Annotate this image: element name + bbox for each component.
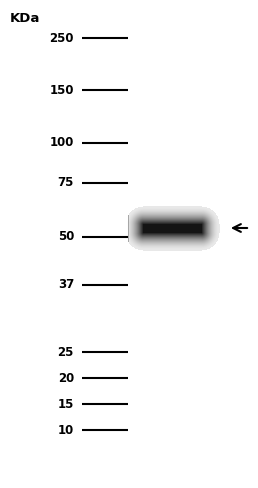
Text: 250: 250 bbox=[50, 32, 74, 44]
Text: 50: 50 bbox=[58, 230, 74, 244]
Text: 150: 150 bbox=[50, 83, 74, 97]
Text: 20: 20 bbox=[58, 371, 74, 385]
Text: KDa: KDa bbox=[10, 12, 40, 25]
Text: 37: 37 bbox=[58, 279, 74, 291]
Text: 100: 100 bbox=[50, 137, 74, 149]
Text: 75: 75 bbox=[58, 177, 74, 189]
Text: 25: 25 bbox=[58, 346, 74, 359]
Text: 15: 15 bbox=[58, 398, 74, 410]
Bar bbox=[128, 18, 222, 472]
Text: 10: 10 bbox=[58, 424, 74, 436]
